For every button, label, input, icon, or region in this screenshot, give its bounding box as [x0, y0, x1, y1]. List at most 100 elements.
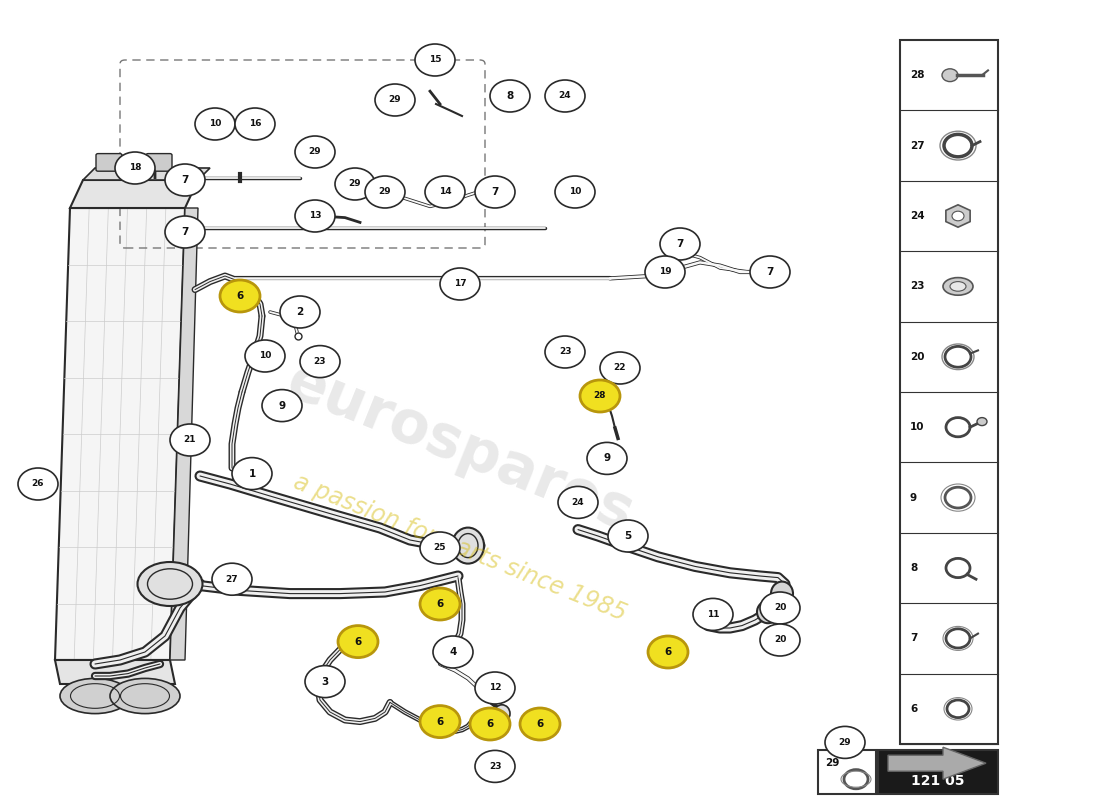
Circle shape [952, 211, 964, 221]
Circle shape [558, 486, 598, 518]
Text: 3: 3 [321, 677, 329, 686]
Circle shape [544, 80, 585, 112]
Text: 29: 29 [309, 147, 321, 157]
Circle shape [300, 346, 340, 378]
Text: 7: 7 [182, 227, 189, 237]
Text: 2: 2 [296, 307, 304, 317]
Circle shape [977, 418, 987, 426]
Circle shape [420, 532, 460, 564]
Text: 23: 23 [559, 347, 571, 357]
Ellipse shape [60, 678, 130, 714]
Polygon shape [170, 208, 198, 660]
Text: 7: 7 [492, 187, 498, 197]
Text: 6: 6 [537, 719, 543, 729]
Text: 29: 29 [388, 95, 401, 105]
FancyBboxPatch shape [900, 40, 998, 744]
Text: 20: 20 [773, 603, 786, 613]
Circle shape [420, 588, 460, 620]
Circle shape [195, 108, 235, 140]
Text: 23: 23 [488, 762, 502, 771]
Text: 14: 14 [439, 187, 451, 197]
Circle shape [608, 520, 648, 552]
Circle shape [262, 390, 303, 422]
Text: 22: 22 [614, 363, 626, 373]
Text: 10: 10 [209, 119, 221, 129]
Text: 29: 29 [349, 179, 361, 189]
Text: 23: 23 [314, 357, 327, 366]
Ellipse shape [757, 601, 779, 623]
Circle shape [184, 435, 200, 448]
Text: 24: 24 [572, 498, 584, 507]
Circle shape [490, 80, 530, 112]
Circle shape [475, 176, 515, 208]
Text: 6: 6 [437, 599, 443, 609]
FancyBboxPatch shape [146, 154, 172, 171]
Text: 20: 20 [910, 352, 924, 362]
Text: 6: 6 [236, 291, 243, 301]
Text: 7: 7 [910, 634, 917, 643]
Circle shape [280, 296, 320, 328]
Text: 29: 29 [838, 738, 851, 747]
Text: 29: 29 [378, 187, 392, 197]
Ellipse shape [110, 678, 180, 714]
Text: 6: 6 [910, 704, 917, 714]
Circle shape [170, 424, 210, 456]
Text: a passion for parts since 1985: a passion for parts since 1985 [290, 470, 630, 626]
Circle shape [415, 44, 455, 76]
Text: 10: 10 [569, 187, 581, 197]
Circle shape [365, 176, 405, 208]
Circle shape [235, 108, 275, 140]
Text: 7: 7 [767, 267, 773, 277]
FancyBboxPatch shape [818, 750, 876, 794]
Circle shape [232, 458, 272, 490]
Text: 7: 7 [676, 239, 684, 249]
Text: 23: 23 [910, 282, 924, 291]
Text: 6: 6 [354, 637, 362, 646]
Text: 25: 25 [433, 543, 447, 553]
Text: 19: 19 [659, 267, 671, 277]
Circle shape [295, 136, 336, 168]
Ellipse shape [950, 282, 966, 291]
Text: 7: 7 [182, 175, 189, 185]
Text: 24: 24 [910, 211, 925, 221]
Text: 4: 4 [449, 647, 456, 657]
Text: 121 05: 121 05 [911, 774, 965, 788]
Text: 15: 15 [429, 55, 441, 65]
Ellipse shape [452, 528, 484, 563]
Circle shape [295, 200, 336, 232]
Circle shape [212, 563, 252, 595]
Text: 6: 6 [437, 717, 443, 726]
Text: 6: 6 [486, 719, 494, 729]
Text: 26: 26 [32, 479, 44, 489]
Polygon shape [55, 208, 185, 660]
Text: 27: 27 [226, 574, 239, 584]
Text: 28: 28 [910, 70, 924, 80]
Circle shape [336, 168, 375, 200]
Circle shape [825, 726, 865, 758]
Text: 9: 9 [278, 401, 286, 410]
Circle shape [245, 340, 285, 372]
Text: 12: 12 [488, 683, 502, 693]
Ellipse shape [494, 705, 510, 722]
Circle shape [660, 228, 700, 260]
FancyBboxPatch shape [878, 750, 998, 794]
Circle shape [648, 636, 688, 668]
Polygon shape [55, 660, 175, 684]
Text: 16: 16 [249, 119, 262, 129]
Text: 6: 6 [664, 647, 672, 657]
Circle shape [116, 152, 155, 184]
Text: 9: 9 [910, 493, 917, 502]
Polygon shape [70, 180, 198, 208]
FancyBboxPatch shape [96, 154, 122, 171]
Text: 27: 27 [910, 141, 925, 150]
Text: 10: 10 [258, 351, 272, 361]
Text: 11: 11 [706, 610, 719, 619]
Text: 28: 28 [594, 391, 606, 401]
Circle shape [580, 380, 620, 412]
Text: 21: 21 [184, 435, 196, 445]
Circle shape [475, 750, 515, 782]
Circle shape [305, 666, 345, 698]
Circle shape [165, 164, 205, 196]
Circle shape [338, 626, 378, 658]
Circle shape [220, 280, 260, 312]
